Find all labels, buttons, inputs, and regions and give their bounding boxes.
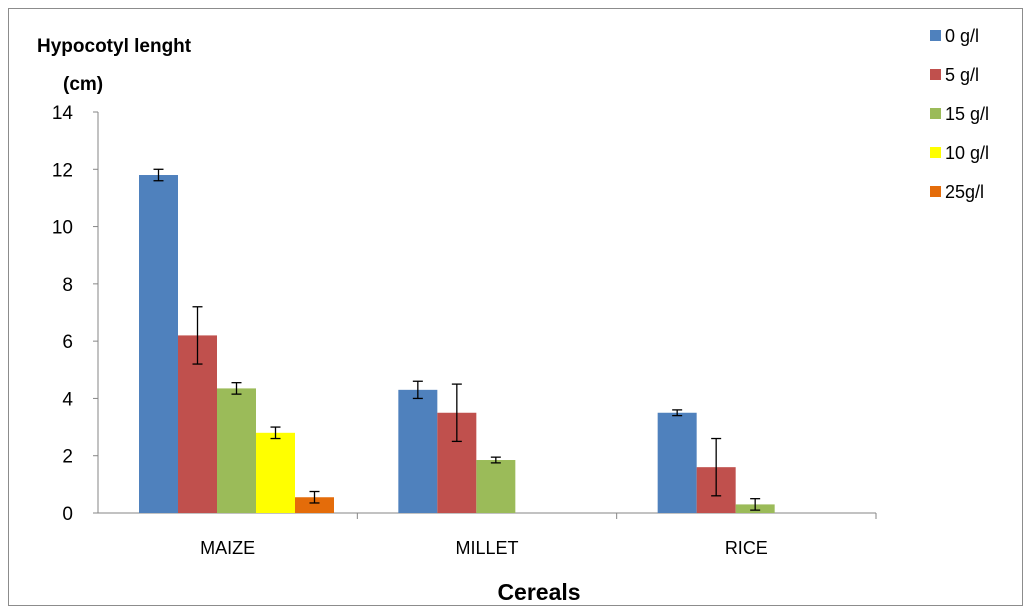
legend-label: 10 g/l (945, 143, 989, 163)
bar (657, 412, 697, 513)
y-axis-title-line2: (cm) (63, 74, 103, 95)
bar (295, 497, 334, 513)
x-axis-title: Cereals (497, 579, 580, 605)
legend-label: 0 g/l (945, 26, 979, 46)
legend-swatch (930, 147, 941, 158)
bar (139, 175, 178, 513)
y-tick-label: 8 (62, 275, 73, 296)
y-tick-label: 6 (62, 332, 73, 353)
y-tick-label: 14 (52, 103, 74, 124)
bar (476, 460, 516, 513)
bar (256, 432, 295, 513)
y-tick-label: 2 (62, 447, 73, 468)
y-tick-label: 0 (62, 504, 73, 525)
legend-swatch (930, 186, 941, 197)
x-category-label: MILLET (455, 538, 518, 558)
legend: 0 g/l 5 g/l 15 g/l 10 g/l 25g/l (930, 26, 989, 202)
legend-swatch (930, 30, 941, 41)
bar (178, 335, 217, 513)
bar (217, 388, 256, 513)
y-axis-title: Hypocotyl lenght (cm) (37, 36, 192, 95)
legend-label: 25g/l (945, 182, 984, 202)
y-tick-label: 12 (52, 160, 73, 181)
y-tick-label: 4 (62, 389, 73, 410)
legend-swatch (930, 108, 941, 119)
legend-label: 15 g/l (945, 104, 989, 124)
bar (398, 389, 438, 513)
legend-label: 5 g/l (945, 65, 979, 85)
y-tick-label: 10 (52, 218, 73, 239)
legend-swatch (930, 69, 941, 80)
x-category-label: RICE (725, 538, 768, 558)
y-axis-title-line1: Hypocotyl lenght (37, 36, 192, 57)
plot-area: 0 2 4 6 8 10 12 14 MAIZE MILLET RICE (52, 103, 877, 558)
x-category-label: MAIZE (200, 538, 255, 558)
